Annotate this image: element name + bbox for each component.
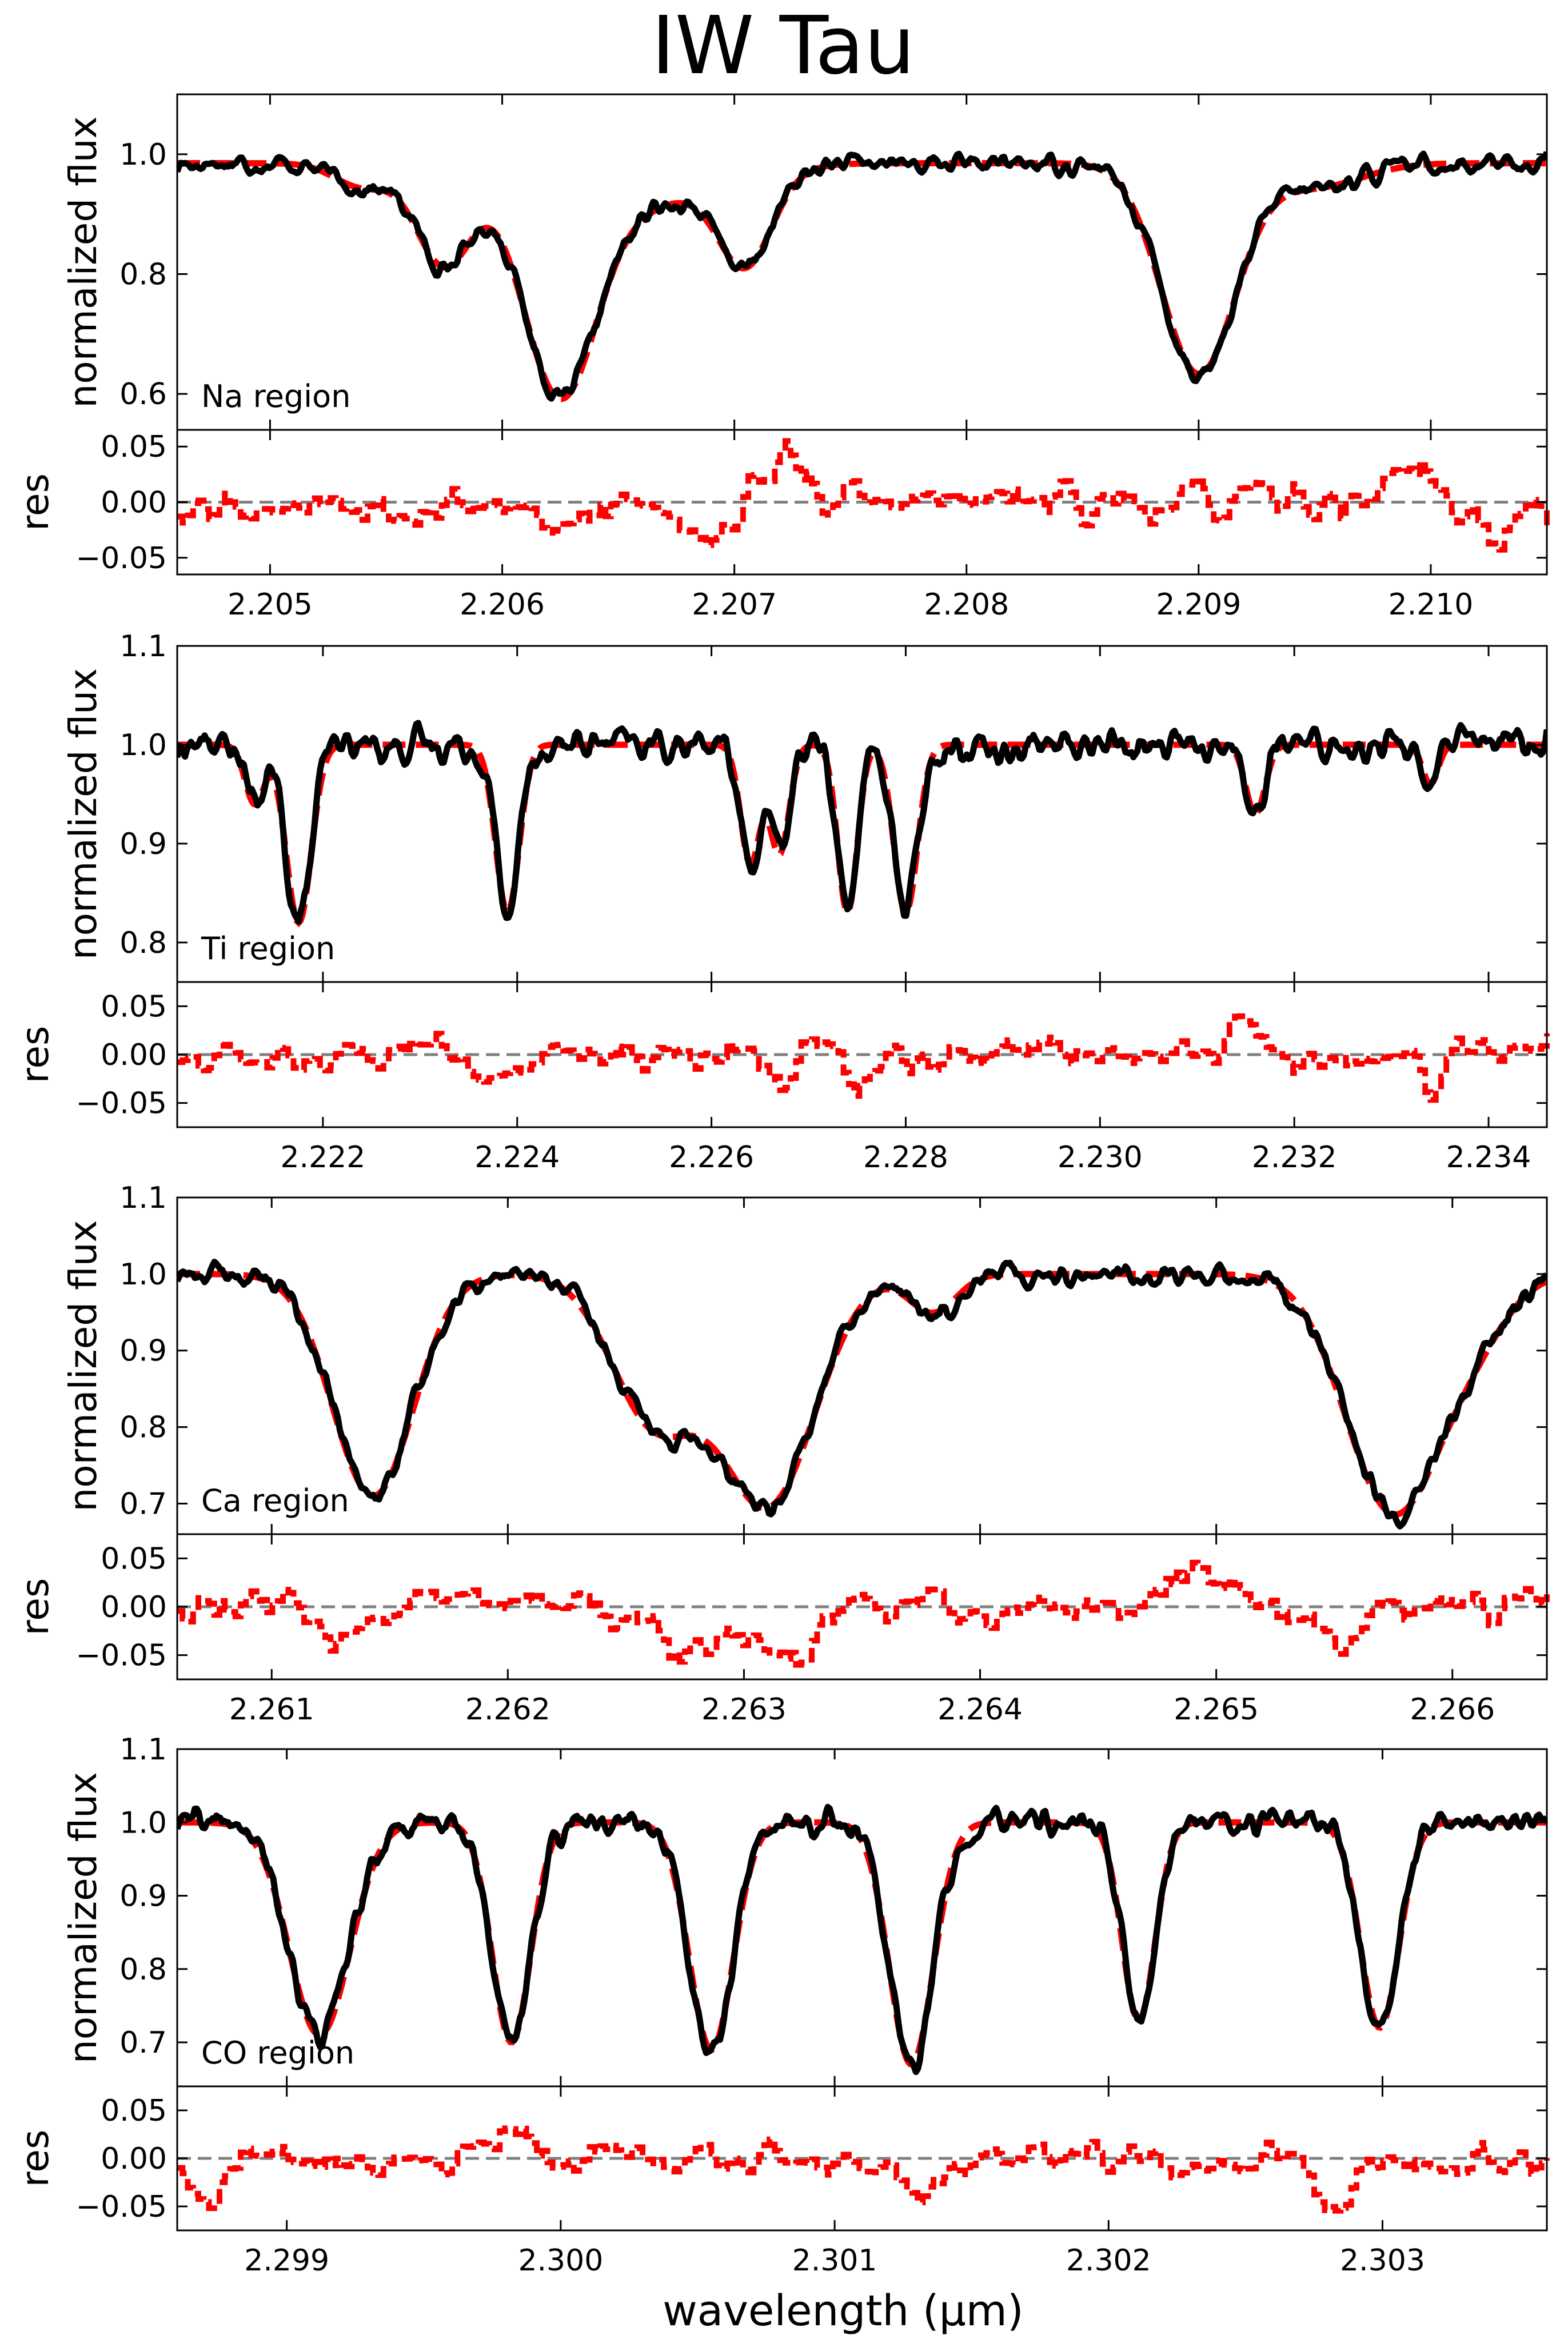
- figure-title: IW Tau: [651, 0, 915, 93]
- x-tick-label: 2.230: [1058, 1140, 1143, 1175]
- residual-line: [177, 1013, 1550, 1103]
- res-y-tick-label: −0.05: [76, 1639, 167, 1673]
- panel-ti-region: 0.8 0.9 1.0 1.1 0.05 0.00 −0.05 2.222 2.224 2.226…: [13, 629, 1550, 1175]
- y-tick-label: 0.6: [119, 377, 167, 412]
- x-tick-label: 2.266: [1410, 1693, 1495, 1727]
- x-tick-label: 2.208: [924, 588, 1009, 622]
- res-y-tick-label: 0.05: [101, 1542, 167, 1576]
- x-tick-label: 2.207: [692, 588, 777, 622]
- y-tick-label: 0.8: [119, 1411, 167, 1445]
- res-y-tick-label: −0.05: [76, 1087, 167, 1121]
- panel-ca-region: 0.7 0.8 0.9 1.0 1.1 0.05 0.00 −0.05 2.261 2.262 2.…: [13, 1181, 1550, 1727]
- res-y-tick-label: 0.00: [101, 1590, 167, 1624]
- res-y-tick-label: 0.00: [101, 1038, 167, 1072]
- x-tick-label: 2.210: [1389, 588, 1474, 622]
- y-tick-label: 1.1: [119, 629, 167, 664]
- res-y-tick-label: −0.05: [76, 541, 167, 576]
- y-tick-label: 0.7: [119, 1487, 167, 1521]
- x-tick-label: 2.265: [1174, 1693, 1259, 1727]
- x-tick-label: 2.300: [518, 2244, 603, 2278]
- y-tick-label: 1.1: [119, 1181, 167, 1215]
- res-y-tick-label: 0.00: [101, 486, 167, 520]
- observed-spectrum-line: [177, 1803, 1547, 2075]
- x-tick-label: 2.299: [244, 2244, 329, 2278]
- res-y-tick-label: 0.05: [101, 989, 167, 1024]
- residual-line: [177, 1559, 1550, 1668]
- x-tick-label: 2.206: [460, 588, 545, 622]
- y-tick-label: 1.0: [119, 728, 167, 763]
- y-tick-label: 1.0: [119, 138, 167, 172]
- x-tick-label: 2.224: [474, 1140, 560, 1175]
- res-y-tick-label: 0.05: [101, 430, 167, 464]
- y-axis-label: normalized flux: [61, 1220, 105, 1511]
- res-y-tick-label: −0.05: [76, 2190, 167, 2224]
- model-spectrum-line: [177, 741, 1547, 928]
- res-y-tick-label: 0.00: [101, 2142, 167, 2176]
- x-tick-label: 2.226: [669, 1140, 754, 1175]
- x-tick-label: 2.228: [863, 1140, 948, 1175]
- x-tick-label: 2.302: [1066, 2244, 1151, 2278]
- res-axis-label: res: [13, 2130, 57, 2188]
- region-label: Ca region: [201, 1483, 349, 1519]
- y-tick-label: 0.9: [119, 827, 167, 861]
- x-tick-label: 2.303: [1340, 2244, 1425, 2278]
- x-tick-label: 2.232: [1252, 1140, 1337, 1175]
- x-tick-label: 2.234: [1446, 1140, 1531, 1175]
- y-tick-label: 1.1: [119, 1733, 167, 1767]
- region-label: Ti region: [201, 931, 335, 967]
- model-spectrum-line: [177, 160, 1547, 402]
- observed-spectrum-line: [177, 720, 1547, 925]
- x-tick-label: 2.263: [701, 1693, 787, 1727]
- spectrum-axes-frame: [176, 1748, 1548, 2087]
- residual-line: [177, 438, 1550, 553]
- res-y-tick-label: 0.05: [101, 2094, 167, 2128]
- y-tick-label: 0.8: [119, 257, 167, 292]
- y-axis-label: normalized flux: [61, 1772, 105, 2063]
- y-tick-label: 0.9: [119, 1334, 167, 1368]
- observed-spectrum-line: [177, 150, 1547, 402]
- residual-line: [177, 2125, 1550, 2214]
- res-axis-label: res: [13, 1026, 57, 1084]
- panel-co-region: 0.7 0.8 0.9 1.0 1.1 0.05 0.00 −0.05 2.299 2.300 2.…: [13, 1733, 1550, 2278]
- x-tick-label: 2.301: [792, 2244, 877, 2278]
- spectrum-axes-frame: [176, 93, 1548, 431]
- y-tick-label: 1.0: [119, 1258, 167, 1292]
- res-axis-label: res: [13, 1578, 57, 1636]
- x-tick-label: 2.222: [280, 1140, 365, 1175]
- y-tick-label: 0.8: [119, 926, 167, 960]
- x-tick-label: 2.205: [228, 588, 313, 622]
- res-axis-label: res: [13, 473, 57, 531]
- observed-spectrum-line: [177, 1259, 1547, 1530]
- x-tick-label: 2.261: [229, 1693, 314, 1727]
- y-axis-label: normalized flux: [61, 668, 105, 960]
- x-tick-label: 2.264: [937, 1693, 1023, 1727]
- x-tick-label: 2.209: [1156, 588, 1241, 622]
- x-axis-label: wavelength (μm): [663, 2286, 1024, 2336]
- region-label: Na region: [201, 378, 350, 414]
- y-tick-label: 1.0: [119, 1806, 167, 1840]
- y-tick-label: 0.7: [119, 2026, 167, 2060]
- region-label: CO region: [201, 2035, 354, 2071]
- y-tick-label: 0.8: [119, 1953, 167, 1987]
- panels: 0.6 0.8 1.0 0.05 0.00 −0.05 2.205 2.206 2.207 2.2…: [13, 93, 1550, 2278]
- panel-na-region: 0.6 0.8 1.0 0.05 0.00 −0.05 2.205 2.206 2.207 2.2…: [13, 93, 1550, 622]
- y-axis-label: normalized flux: [61, 116, 105, 408]
- y-tick-label: 0.9: [119, 1879, 167, 1914]
- x-tick-label: 2.262: [465, 1693, 550, 1727]
